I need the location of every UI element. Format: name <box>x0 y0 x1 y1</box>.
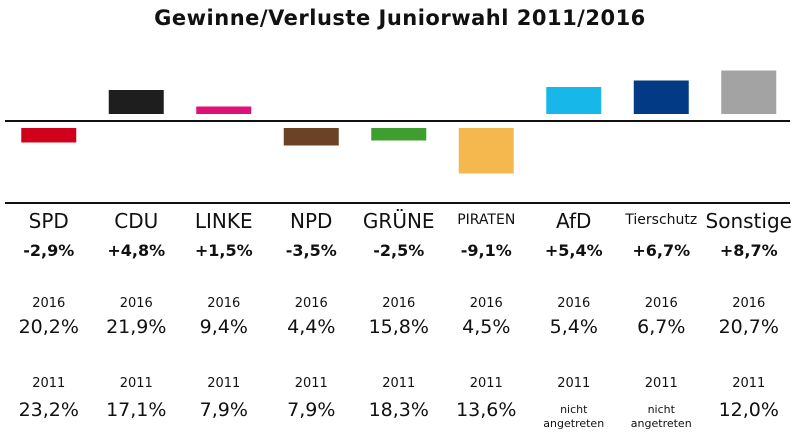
party-label: LINKE <box>194 209 253 233</box>
party-label: AfD <box>556 209 592 233</box>
bar-tierschutz <box>633 80 689 114</box>
result-2011: 23,2% <box>18 399 79 421</box>
year-2016-label: 2016 <box>557 296 591 311</box>
change-label: +4,8% <box>107 241 166 260</box>
bars-group <box>21 70 777 174</box>
year-2011-label: 2011 <box>732 376 766 391</box>
year-2011-label: 2011 <box>644 376 678 391</box>
result-2016: 20,2% <box>18 316 79 338</box>
party-label: Sonstige <box>705 209 792 233</box>
party-label: PIRATEN <box>457 212 516 228</box>
bar-sonstige <box>721 70 777 114</box>
result-2011: nicht angetreten <box>630 403 692 430</box>
result-2011: 18,3% <box>368 399 429 421</box>
change-label: -9,1% <box>460 241 512 260</box>
year-2011-label: 2011 <box>207 376 241 391</box>
year-2011-label: 2011 <box>469 376 503 391</box>
result-2016: 20,7% <box>718 316 779 338</box>
bar-grüne <box>371 128 427 141</box>
result-2011: nicht angetreten <box>543 403 605 430</box>
result-2016: 4,4% <box>287 316 336 338</box>
year-2011-label: 2011 <box>32 376 66 391</box>
result-2011: 12,0% <box>718 399 779 421</box>
result-2016: 4,5% <box>462 316 511 338</box>
result-2016: 5,4% <box>549 316 598 338</box>
result-2011: 7,9% <box>287 399 336 421</box>
chart-title: Gewinne/Verluste Juniorwahl 2011/2016 <box>154 6 646 30</box>
year-2016-label: 2016 <box>207 296 241 311</box>
result-2016: 6,7% <box>637 316 686 338</box>
change-label: -3,5% <box>285 241 337 260</box>
bar-afd <box>546 87 602 114</box>
change-label: -2,5% <box>373 241 425 260</box>
bar-spd <box>21 128 77 143</box>
change-label: -2,9% <box>23 241 75 260</box>
bar-npd <box>283 128 339 146</box>
change-label: +8,7% <box>719 241 778 260</box>
change-label: +5,4% <box>544 241 603 260</box>
party-label: NPD <box>290 209 333 233</box>
result-2016: 15,8% <box>368 316 429 338</box>
year-2011-label: 2011 <box>119 376 153 391</box>
year-2011-label: 2011 <box>294 376 328 391</box>
change-label: +6,7% <box>632 241 691 260</box>
result-2011: 13,6% <box>456 399 517 421</box>
year-2016-label: 2016 <box>294 296 328 311</box>
party-label: CDU <box>114 209 159 233</box>
year-2016-label: 2016 <box>644 296 678 311</box>
result-2016: 9,4% <box>199 316 248 338</box>
year-2016-label: 2016 <box>119 296 153 311</box>
bar-linke <box>196 106 252 114</box>
year-2016-label: 2016 <box>32 296 66 311</box>
result-2011: 7,9% <box>199 399 248 421</box>
party-label: SPD <box>28 209 69 233</box>
bar-cdu <box>108 90 164 114</box>
result-2011: 17,1% <box>106 399 167 421</box>
year-2016-label: 2016 <box>382 296 416 311</box>
party-label: Tierschutz <box>625 212 698 228</box>
change-label: +1,5% <box>194 241 253 260</box>
year-2011-label: 2011 <box>382 376 416 391</box>
bar-piraten <box>458 128 514 174</box>
year-2016-label: 2016 <box>732 296 766 311</box>
party-label: GRÜNE <box>362 209 435 233</box>
result-2016: 21,9% <box>106 316 167 338</box>
year-2016-label: 2016 <box>469 296 503 311</box>
year-2011-label: 2011 <box>557 376 591 391</box>
